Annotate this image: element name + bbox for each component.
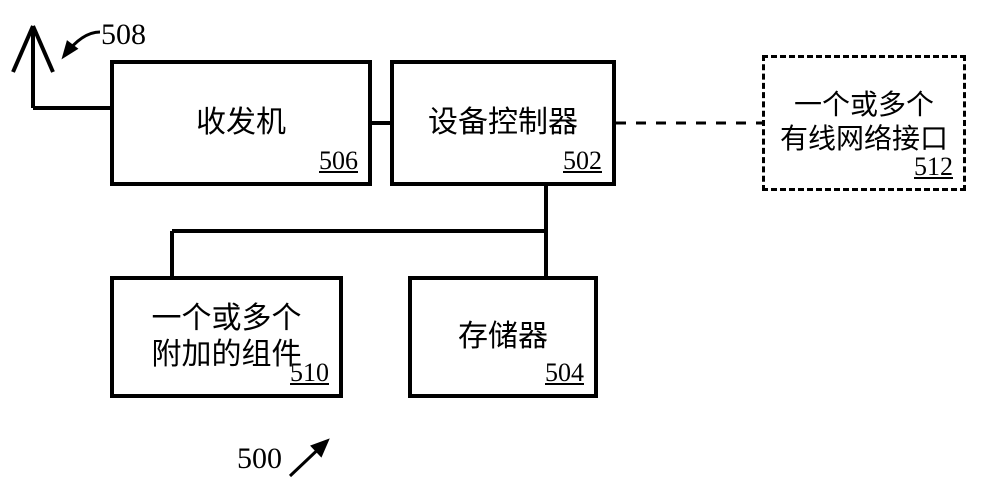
diagram-canvas: 收发机 506 设备控制器 502 一个或多个 有线网络接口 512 一个或多个… <box>0 0 1000 503</box>
box-network-line1: 一个或多个 <box>794 89 934 123</box>
box-transceiver: 收发机 506 <box>110 60 372 186</box>
ref-510: 510 <box>290 357 329 388</box>
ref-506: 506 <box>319 145 358 176</box>
box-additional-line1: 一个或多个 <box>152 301 302 337</box>
box-additional-components: 一个或多个 附加的组件 510 <box>110 276 343 398</box>
ref-512: 512 <box>914 151 953 182</box>
box-network-interface: 一个或多个 有线网络接口 512 <box>762 55 966 191</box>
box-additional-line2: 附加的组件 <box>152 337 302 373</box>
box-transceiver-label: 收发机 <box>196 105 286 141</box>
figure-ref-label: 500 <box>237 442 282 476</box>
box-memory-label: 存储器 <box>458 319 548 355</box>
box-memory: 存储器 504 <box>408 276 598 398</box>
ref-504: 504 <box>545 357 584 388</box>
box-controller: 设备控制器 502 <box>390 60 616 186</box>
box-controller-label: 设备控制器 <box>428 105 578 141</box>
ref-502: 502 <box>563 145 602 176</box>
antenna-ref-label: 508 <box>101 18 146 52</box>
